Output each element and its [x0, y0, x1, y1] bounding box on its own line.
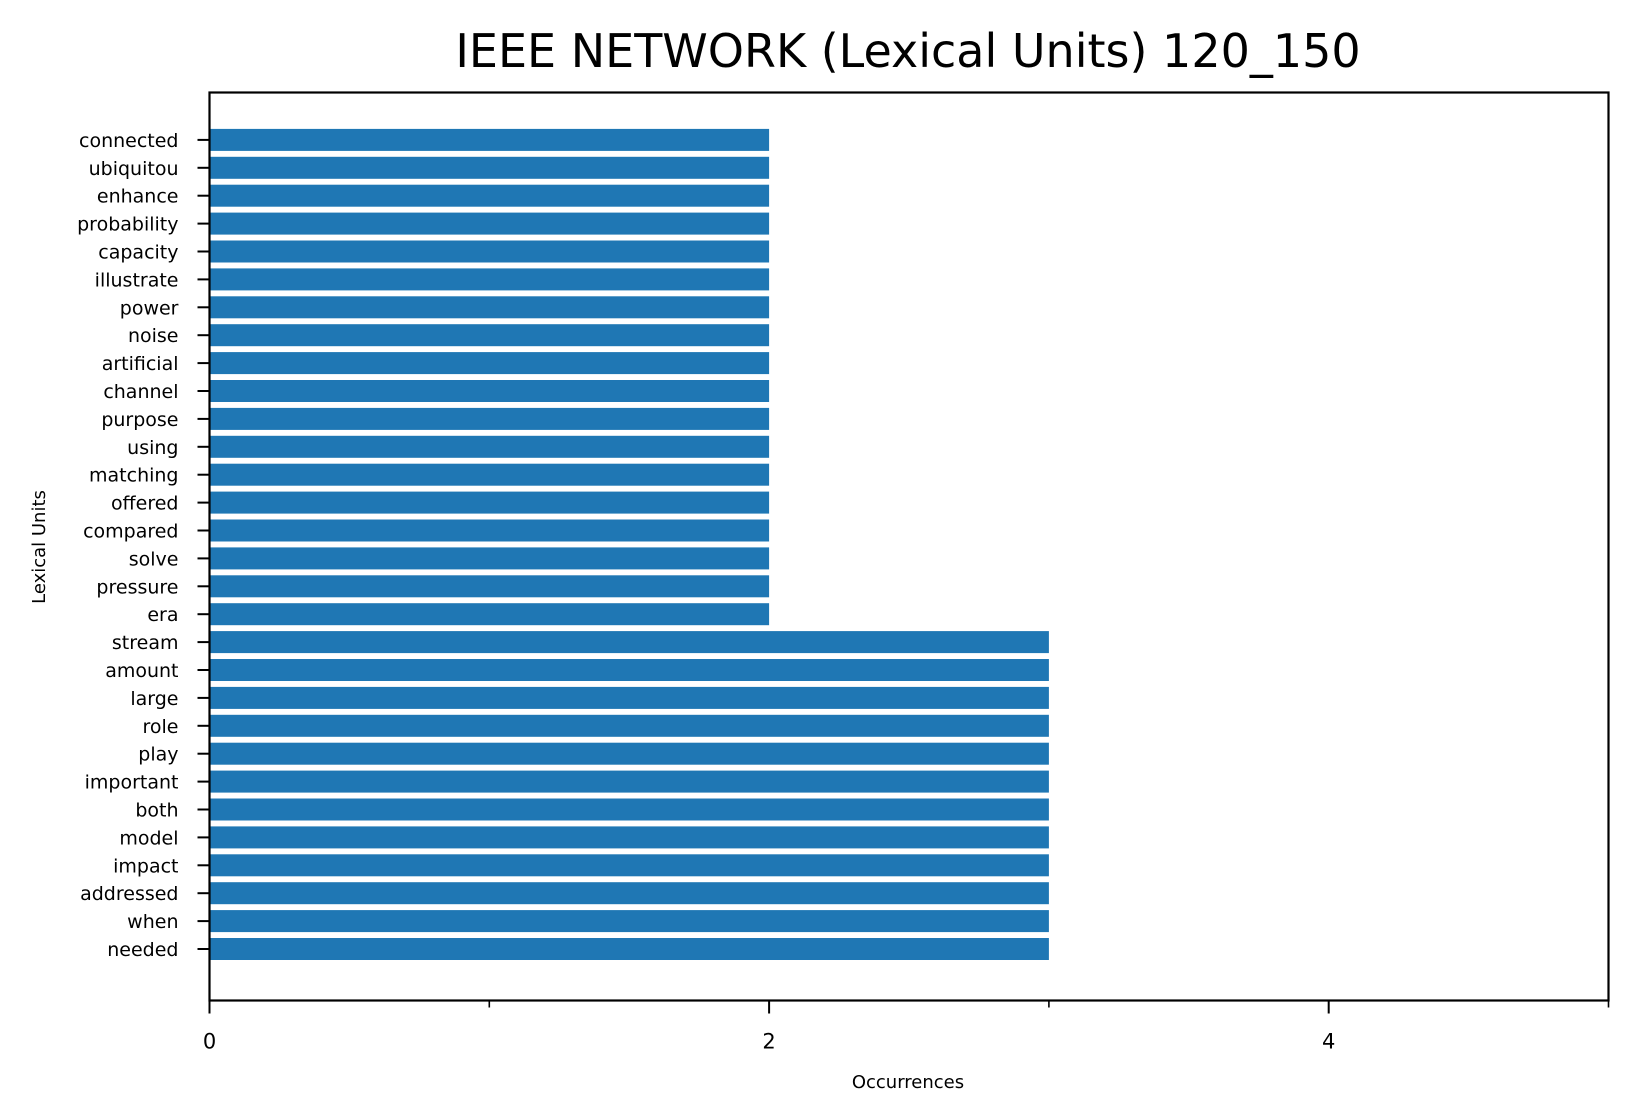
y-tick-label-artificial: artificial — [102, 353, 179, 375]
bar-pressure — [209, 575, 770, 598]
x-tick-label-0: 0 — [203, 1030, 216, 1054]
bar-capacity — [209, 240, 770, 263]
bar-channel — [209, 380, 770, 402]
bar-compared — [209, 519, 770, 542]
bar-artificial — [209, 352, 770, 375]
y-tick-label-role: role — [143, 716, 179, 738]
bar-probability — [209, 212, 770, 235]
bar-model — [209, 826, 1049, 849]
bar-matching — [209, 463, 770, 486]
y-tick-label-model: model — [119, 827, 178, 849]
y-tick-label-impact: impact — [113, 855, 178, 877]
bar-noise — [209, 324, 770, 347]
bar-amount — [209, 659, 1049, 681]
y-tick-label-pressure: pressure — [96, 576, 178, 598]
bar-needed — [209, 938, 1049, 960]
y-tick-label-probability: probability — [77, 214, 178, 236]
x-tick-label-4: 4 — [1322, 1030, 1335, 1054]
bar-important — [209, 770, 1049, 793]
y-tick-label-offered: offered — [111, 493, 179, 515]
y-tick-label-when: when — [127, 911, 178, 933]
x-axis-label: Occurrences — [852, 1072, 964, 1093]
y-tick-label-compared: compared — [83, 521, 178, 543]
bar-solve — [209, 547, 770, 570]
y-tick-label-large: large — [130, 688, 178, 710]
y-tick-label-power: power — [120, 297, 179, 319]
y-tick-label-purpose: purpose — [101, 409, 178, 431]
y-tick-label-connected: connected — [79, 130, 179, 152]
bar-large — [209, 686, 1049, 709]
y-tick-label-needed: needed — [107, 939, 178, 961]
bar-addressed — [209, 882, 1049, 905]
y-tick-label-enhance: enhance — [97, 186, 179, 208]
y-tick-label-noise: noise — [128, 325, 179, 347]
plot-frame — [208, 91, 1610, 1002]
bar-connected — [209, 128, 770, 151]
y-tick-label-solve: solve — [129, 548, 179, 570]
bar-impact — [209, 854, 1049, 877]
y-tick-label-addressed: addressed — [80, 883, 178, 905]
bar-offered — [209, 491, 770, 514]
y-tick-label-era: era — [147, 604, 178, 626]
bar-illustrate — [209, 268, 770, 291]
bar-enhance — [209, 184, 770, 207]
y-tick-label-using: using — [127, 437, 178, 459]
bar-era — [209, 603, 770, 626]
bar-ubiquitou — [209, 156, 770, 179]
bar-stream — [209, 631, 1049, 654]
x-tick-label-2: 2 — [762, 1030, 775, 1054]
y-tick-label-both: both — [135, 800, 178, 822]
y-ticks-group: needed when addressed impact model both import… — [77, 130, 210, 961]
y-tick-label-ubiquitou: ubiquitou — [89, 158, 179, 180]
bar-purpose — [209, 407, 770, 430]
y-tick-label-play: play — [138, 744, 178, 766]
y-tick-label-capacity: capacity — [98, 242, 178, 264]
bar-play — [209, 742, 1049, 765]
bars-group — [209, 128, 1049, 960]
x-ticks-group: 0 2 4 — [203, 1000, 1610, 1054]
y-tick-label-stream: stream — [112, 632, 179, 654]
bar-role — [209, 714, 1049, 737]
bar-using — [209, 435, 770, 458]
y-tick-label-amount: amount — [105, 660, 178, 682]
bar-both — [209, 798, 1049, 821]
bar-when — [209, 910, 1049, 933]
bar-power — [209, 296, 770, 319]
chart-title: IEEE NETWORK (Lexical Units) 120_150 — [455, 24, 1360, 78]
y-tick-label-illustrate: illustrate — [95, 269, 179, 291]
y-tick-label-matching: matching — [89, 465, 178, 487]
y-tick-label-channel: channel — [103, 381, 178, 403]
y-tick-label-important: important — [85, 772, 179, 794]
y-axis-label: Lexical Units — [29, 490, 50, 604]
